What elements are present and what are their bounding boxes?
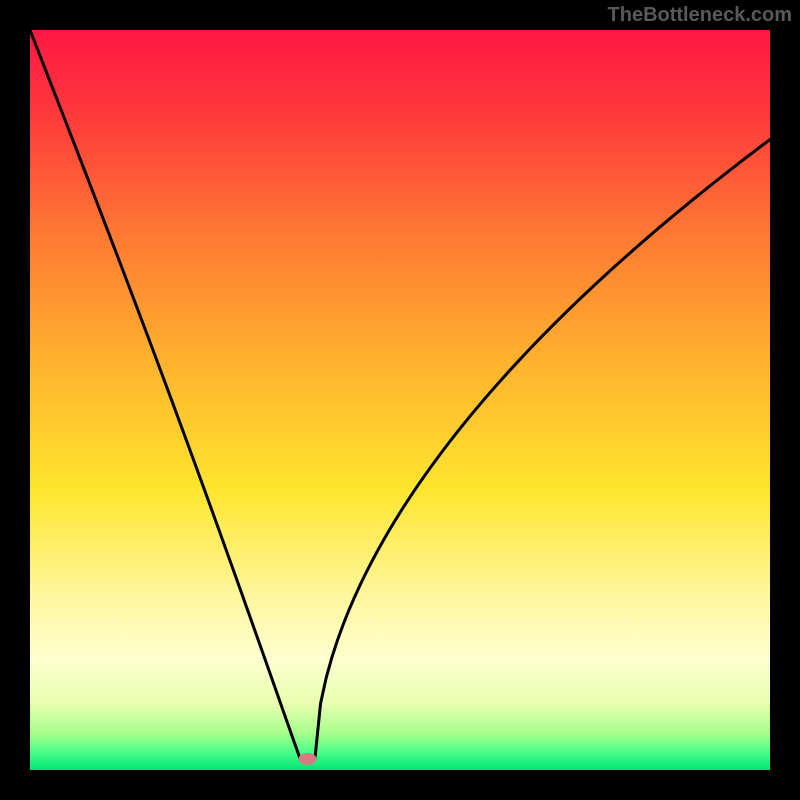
chart-container: TheBottleneck.com xyxy=(0,0,800,800)
watermark-text: TheBottleneck.com xyxy=(608,4,792,27)
bottleneck-curve-chart xyxy=(0,0,800,800)
chart-background xyxy=(30,30,770,770)
sweet-spot-marker xyxy=(299,753,317,765)
